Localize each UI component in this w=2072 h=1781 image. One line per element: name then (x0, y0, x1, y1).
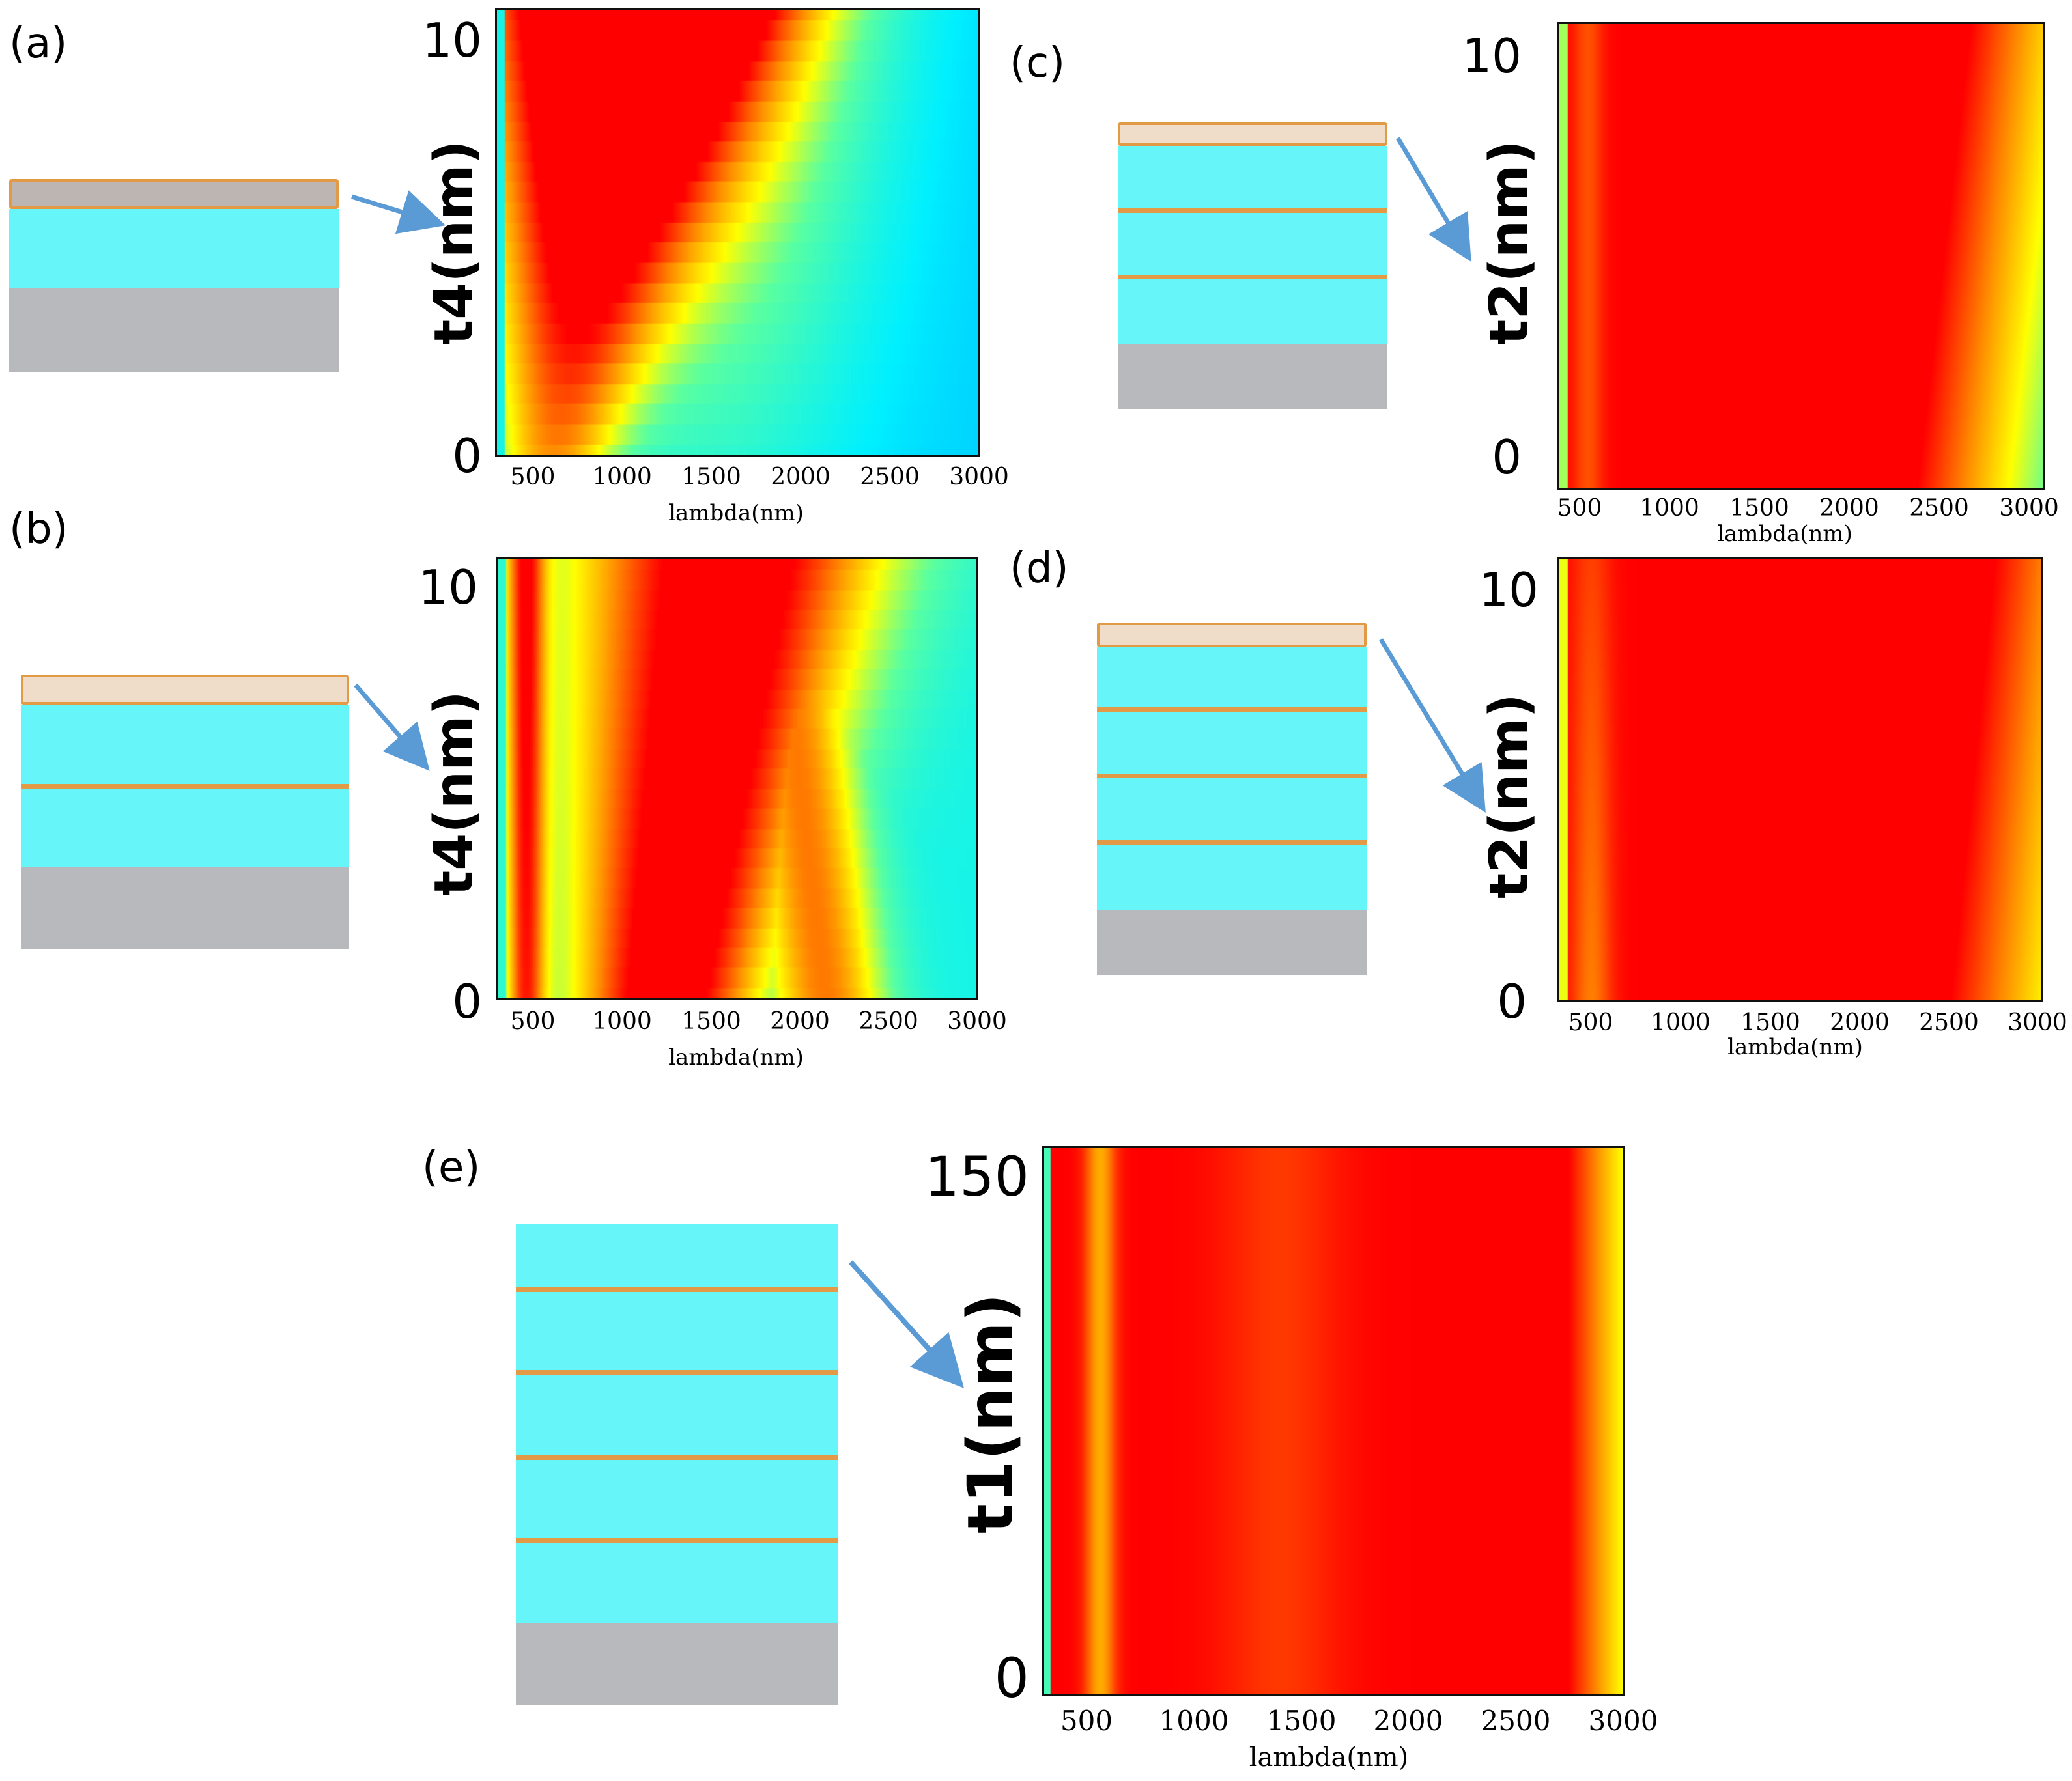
xtick-c-1000: 1000 (1639, 495, 1699, 522)
ylabel-c: t2(nm) (1479, 139, 1540, 345)
stack-schematic-d (1097, 623, 1367, 975)
xtick-d-2000: 2000 (1830, 1009, 1890, 1036)
metal-line (1097, 774, 1367, 778)
panel-label-d: (d) (1010, 544, 1069, 593)
heatmap-e-canvas (1044, 1148, 1623, 1694)
xtick-e-3000: 3000 (1588, 1705, 1658, 1737)
panel-label-c: (c) (1010, 39, 1066, 87)
arrow-a-line (350, 190, 446, 234)
metal-line (516, 1455, 838, 1460)
metal-line (1118, 208, 1387, 213)
xtick-d-2500: 2500 (1919, 1009, 1979, 1036)
cap-layer (21, 675, 349, 705)
xtick-e-2500: 2500 (1481, 1705, 1551, 1737)
xtick-c-2500: 2500 (1909, 495, 1969, 522)
arrow-b-line (354, 683, 430, 771)
xtick-a-2000: 2000 (771, 464, 830, 490)
xtick-e-2000: 2000 (1373, 1705, 1443, 1737)
heatmap-d-canvas (1559, 559, 2041, 1000)
xtick-e-1000: 1000 (1159, 1705, 1229, 1737)
xlabel-e: lambda(nm) (1249, 1743, 1409, 1773)
heatmap-e (1042, 1146, 1625, 1696)
xtick-b-1000: 1000 (592, 1008, 652, 1035)
arrow-c-line (1395, 137, 1471, 262)
xlabel-d: lambda(nm) (1727, 1034, 1863, 1060)
metal-line (516, 1287, 838, 1292)
xtick-c-2000: 2000 (1819, 495, 1879, 522)
stack-schematic-b (21, 675, 349, 949)
ytick-d-top: 10 (1479, 563, 1539, 617)
stack-schematic-c (1118, 122, 1387, 409)
xtick-e-500: 500 (1060, 1705, 1113, 1737)
substrate-layer (1118, 344, 1387, 409)
xlabel-b: lambda(nm) (668, 1045, 804, 1071)
xtick-b-500: 500 (510, 1008, 556, 1035)
ylabel-e: t1(nm) (954, 1293, 1027, 1534)
panel-label-e: (e) (422, 1143, 481, 1192)
xtick-a-500: 500 (510, 464, 556, 490)
panel-label-b: (b) (9, 505, 68, 554)
cap-layer (1097, 623, 1367, 647)
xtick-b-2000: 2000 (770, 1008, 830, 1035)
ytick-a-bottom: 0 (452, 428, 482, 483)
ytick-c-top: 10 (1462, 29, 1522, 83)
xtick-d-3000: 3000 (2008, 1009, 2067, 1036)
xtick-a-1500: 1500 (681, 464, 741, 490)
panel-label-a: (a) (9, 20, 68, 68)
heatmap-d (1557, 557, 2043, 1002)
metal-line (1097, 840, 1367, 845)
substrate-layer (21, 867, 349, 949)
heatmap-a-canvas (497, 10, 978, 455)
xtick-c-1500: 1500 (1729, 495, 1789, 522)
arrow-e-line (849, 1260, 965, 1388)
cap-layer (1118, 122, 1387, 146)
xtick-d-1500: 1500 (1740, 1009, 1800, 1036)
stack-schematic-e (516, 1224, 838, 1705)
ytick-a-top: 10 (422, 13, 482, 68)
xtick-a-1000: 1000 (592, 464, 652, 490)
arrow-d-line (1379, 638, 1486, 813)
dielectric-layer (1097, 647, 1367, 910)
xtick-e-1500: 1500 (1266, 1705, 1337, 1737)
metal-line (516, 1370, 838, 1375)
metal-line (1097, 707, 1367, 712)
substrate-layer (1097, 910, 1367, 975)
xtick-a-3000: 3000 (949, 464, 1009, 490)
heatmap-a (495, 8, 980, 457)
metal-line (1118, 275, 1387, 279)
xlabel-a: lambda(nm) (668, 500, 804, 526)
cap-layer (9, 179, 339, 209)
ylabel-d: t2(nm) (1479, 693, 1540, 899)
ytick-b-bottom: 0 (452, 974, 482, 1029)
xtick-d-500: 500 (1568, 1009, 1613, 1036)
ylabel-b: t4(nm) (423, 690, 485, 896)
substrate-layer (516, 1623, 838, 1705)
heatmap-c (1557, 22, 2045, 490)
xtick-b-1500: 1500 (681, 1008, 741, 1035)
xtick-a-2500: 2500 (860, 464, 920, 490)
ytick-e-bottom: 0 (994, 1646, 1029, 1710)
ylabel-a: t4(nm) (423, 139, 485, 345)
stack-schematic-a (9, 179, 339, 372)
metal-line (516, 1538, 838, 1543)
heatmap-b-canvas (498, 559, 976, 998)
heatmap-c-canvas (1559, 24, 2043, 488)
ytick-b-top: 10 (418, 560, 478, 615)
xtick-c-3000: 3000 (1999, 495, 2059, 522)
xtick-c-500: 500 (1557, 495, 1602, 522)
ytick-e-top: 150 (924, 1145, 1029, 1209)
xlabel-c: lambda(nm) (1717, 521, 1852, 547)
xtick-b-3000: 3000 (947, 1008, 1007, 1035)
xtick-d-1000: 1000 (1651, 1009, 1710, 1036)
ytick-c-bottom: 0 (1492, 430, 1522, 484)
dielectric-layer (9, 209, 339, 288)
substrate-layer (9, 288, 339, 372)
dielectric-layer (1118, 146, 1387, 344)
metal-line (21, 784, 349, 789)
ytick-d-bottom: 0 (1497, 974, 1527, 1029)
xtick-b-2500: 2500 (859, 1008, 918, 1035)
heatmap-b (496, 557, 978, 1000)
